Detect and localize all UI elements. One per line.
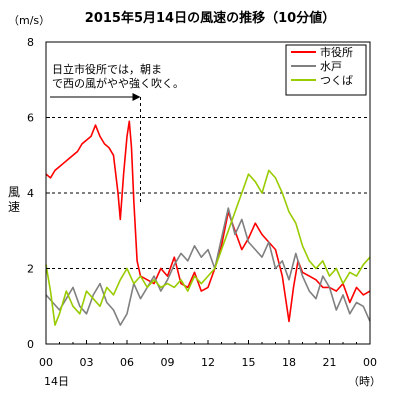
x-unit-label: （時） bbox=[348, 375, 381, 388]
annotation-arrowhead bbox=[132, 93, 141, 101]
y-tick-label: 6 bbox=[27, 112, 34, 125]
x-tick-label: 03 bbox=[80, 356, 94, 369]
x-tick-label: 09 bbox=[161, 356, 175, 369]
grid bbox=[46, 117, 370, 269]
x-tick-label: 15 bbox=[242, 356, 256, 369]
x-tick-label: 18 bbox=[282, 356, 296, 369]
chart-title: 2015年5月14日の風速の推移（10分値） bbox=[85, 10, 335, 26]
y-axis-label: 風速 bbox=[8, 185, 20, 214]
legend-box bbox=[285, 44, 367, 96]
x-tick-label: 06 bbox=[120, 356, 134, 369]
x-tick-label: 21 bbox=[323, 356, 337, 369]
y-tick-label: 4 bbox=[27, 187, 34, 200]
y-tick-label: 2 bbox=[27, 263, 34, 276]
y-tick-label: 8 bbox=[27, 36, 34, 49]
x-tick-label: 00 bbox=[39, 356, 53, 369]
x-tick-label: 00 bbox=[363, 356, 377, 369]
y-unit-label: （m/s） bbox=[8, 14, 50, 27]
y-tick-label: 0 bbox=[27, 338, 34, 351]
x-tick-label: 12 bbox=[201, 356, 215, 369]
annotation-text: で西の風がやや強く吹く。 bbox=[52, 76, 184, 90]
annotation-text: 日立市役所では，朝ま bbox=[52, 62, 162, 76]
series-line-水戸 bbox=[45, 207, 371, 326]
series-layer bbox=[45, 120, 371, 326]
legend-label: 市役所 bbox=[320, 45, 353, 59]
series-line-市役所 bbox=[45, 120, 371, 323]
legend-label: つくば bbox=[320, 74, 353, 87]
y-axis-label-char: 速 bbox=[8, 200, 20, 214]
series-line-つくば bbox=[45, 169, 371, 326]
x-date-label: 14日 bbox=[44, 375, 69, 388]
legend-label: 水戸 bbox=[320, 60, 342, 73]
y-axis-label-char: 風 bbox=[8, 185, 20, 199]
